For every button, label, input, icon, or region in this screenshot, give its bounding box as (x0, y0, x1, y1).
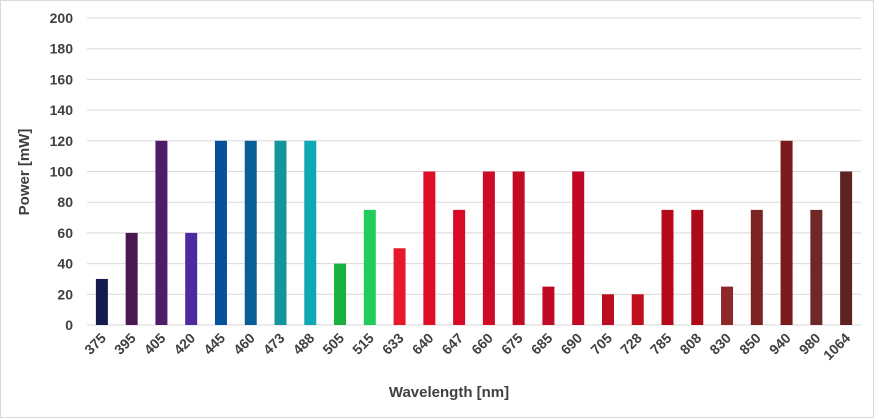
x-tick-label: 980 (796, 330, 824, 358)
bar-460 (244, 140, 257, 325)
bar-640 (423, 171, 436, 325)
x-tick-labels: 375 395 405 420 445 460 473 488 505 515 633 640 647 6… (81, 330, 853, 363)
x-tick-label: 515 (349, 330, 377, 358)
x-tick-label: 420 (170, 330, 198, 358)
x-tick-label: 460 (230, 330, 258, 358)
bar-830 (721, 286, 734, 325)
bar-808 (691, 209, 704, 325)
bar-647 (453, 209, 466, 325)
x-tick-label: 785 (647, 330, 675, 358)
x-tick-label: 505 (319, 330, 347, 358)
bar-375 (95, 278, 108, 325)
x-tick-label: 640 (409, 330, 437, 358)
gridlines (87, 17, 861, 326)
x-tick-label: 728 (617, 330, 645, 358)
y-tick-label: 40 (57, 256, 73, 272)
bar-685 (542, 286, 555, 325)
bar-660 (482, 171, 495, 325)
y-tick-label: 200 (50, 10, 74, 26)
bar-633 (393, 248, 406, 325)
bar-488 (304, 140, 317, 325)
bar-505 (334, 263, 347, 325)
bar-785 (661, 209, 674, 325)
bar-850 (750, 209, 763, 325)
y-tick-label: 160 (50, 71, 74, 87)
bar-705 (601, 294, 614, 325)
bar-473 (274, 140, 287, 325)
x-tick-label: 690 (557, 330, 585, 358)
x-tick-label: 375 (81, 330, 109, 358)
y-tick-label: 0 (65, 317, 73, 333)
y-tick-labels: 0 20 40 60 80 100 120 140 160 180 200 (50, 10, 74, 333)
x-tick-label: 660 (468, 330, 496, 358)
bar-690 (572, 171, 585, 325)
bar-395 (125, 232, 138, 325)
x-tick-label: 1064 (820, 330, 853, 363)
bar-728 (631, 294, 644, 325)
y-tick-label: 60 (57, 225, 73, 241)
y-axis-label: Power [mW] (16, 129, 33, 216)
x-tick-label: 445 (200, 330, 228, 358)
bars (95, 140, 853, 325)
x-tick-label: 705 (587, 330, 615, 358)
x-tick-label: 685 (528, 330, 556, 358)
y-tick-label: 20 (57, 286, 73, 302)
x-tick-label: 488 (290, 330, 318, 358)
x-axis-label: Wavelength [nm] (389, 384, 509, 401)
bar-420 (185, 232, 198, 325)
x-tick-label: 830 (706, 330, 734, 358)
bar-515 (363, 209, 376, 325)
bar-675 (512, 171, 525, 325)
x-tick-label: 405 (141, 330, 169, 358)
x-tick-label: 647 (438, 330, 466, 358)
x-tick-label: 850 (736, 330, 764, 358)
x-tick-label: 808 (677, 330, 705, 358)
y-tick-label: 120 (50, 133, 74, 149)
bar-1064 (840, 171, 853, 325)
bar-940 (780, 140, 793, 325)
x-tick-label: 395 (111, 330, 139, 358)
y-tick-label: 80 (57, 194, 73, 210)
bar-445 (214, 140, 227, 325)
x-tick-label: 940 (766, 330, 794, 358)
bar-405 (155, 140, 168, 325)
x-tick-label: 473 (260, 330, 288, 358)
y-tick-label: 180 (50, 41, 74, 57)
bar-980 (810, 209, 823, 325)
y-tick-label: 100 (50, 164, 74, 180)
x-tick-label: 675 (498, 330, 526, 358)
x-tick-label: 633 (379, 330, 407, 358)
y-tick-label: 140 (50, 102, 74, 118)
